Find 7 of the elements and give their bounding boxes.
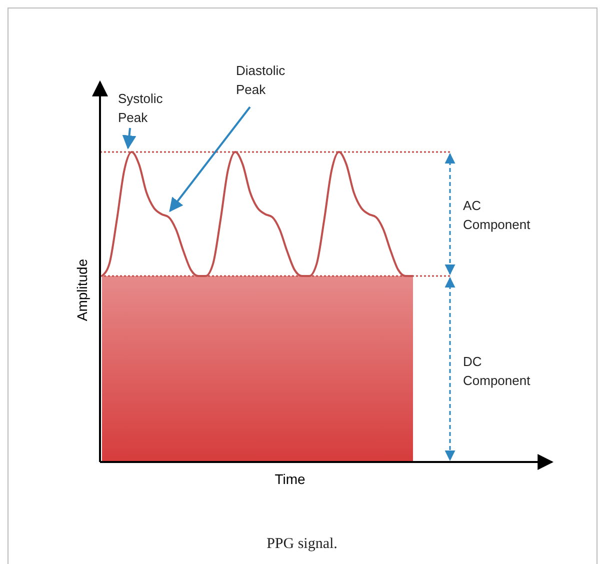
text: PPG signal. [266, 536, 338, 552]
text: AC Component [463, 198, 531, 232]
x-axis-title: Time [274, 471, 306, 487]
text: DC Component [463, 354, 531, 388]
y-axis-title: Amplitude [74, 258, 90, 322]
text: Diastolic Peak [236, 63, 286, 97]
text: Systolic Peak [118, 91, 164, 125]
